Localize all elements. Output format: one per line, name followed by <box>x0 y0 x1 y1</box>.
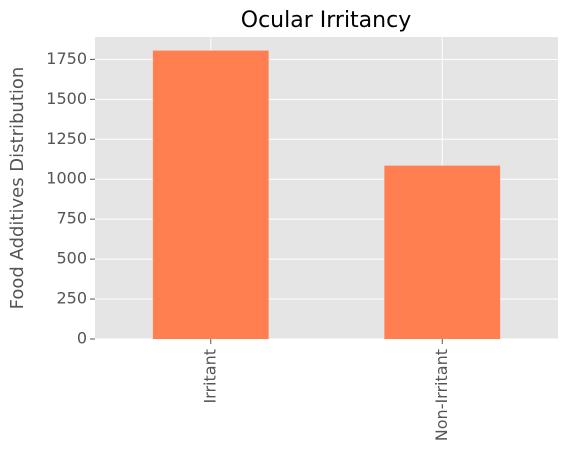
x-tick-label: Irritant <box>200 349 219 404</box>
bar <box>152 50 269 340</box>
y-tick-label: 750 <box>56 209 87 228</box>
y-axis-label: Food Additives Distribution <box>7 67 28 310</box>
y-tick-label: 250 <box>56 289 87 308</box>
y-tick-label: 1500 <box>46 89 87 108</box>
y-tick-label: 1000 <box>46 169 87 188</box>
y-tick-label: 0 <box>77 329 87 348</box>
chart-title: Ocular Irritancy <box>241 8 411 33</box>
y-tick-label: 1750 <box>46 49 87 68</box>
x-tick-label: Non-Irritant <box>432 349 451 441</box>
bar <box>384 165 501 339</box>
y-tick-label: 1250 <box>46 129 87 148</box>
y-tick-label: 500 <box>56 249 87 268</box>
